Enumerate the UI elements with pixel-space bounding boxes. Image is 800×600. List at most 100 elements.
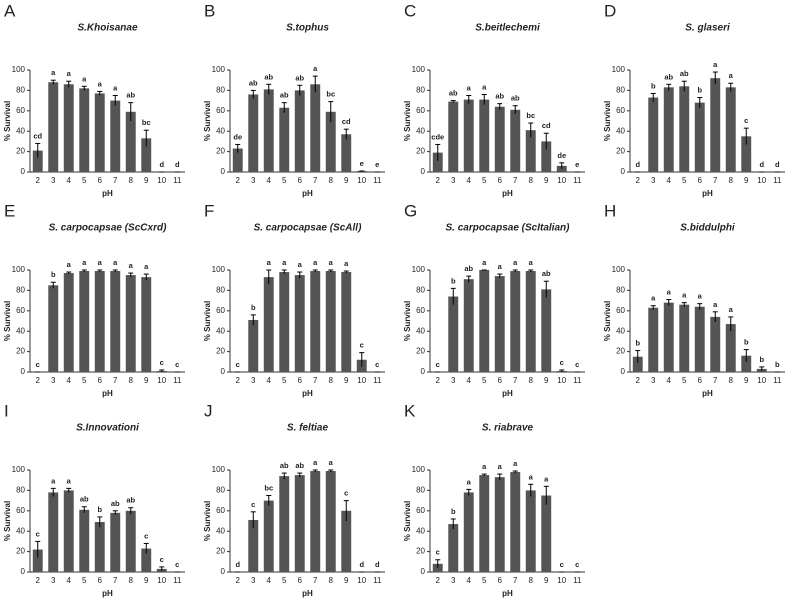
bar xyxy=(679,86,690,172)
y-tick-label: 60 xyxy=(416,506,425,515)
x-tick-label: 5 xyxy=(482,376,487,385)
x-tick-label: 10 xyxy=(357,176,366,185)
y-tick-label: 40 xyxy=(216,326,225,335)
x-tick-label: 7 xyxy=(113,176,118,185)
bar xyxy=(248,519,259,572)
bar xyxy=(725,87,736,172)
x-tick-label: 10 xyxy=(757,176,766,185)
bar xyxy=(110,100,121,172)
significance-letter: c xyxy=(36,529,40,538)
x-tick-label: 2 xyxy=(636,176,641,185)
y-tick-label: 0 xyxy=(421,167,426,176)
bar xyxy=(725,324,736,372)
significance-letter: ab xyxy=(249,78,258,87)
bar xyxy=(663,302,674,372)
x-tick-label: 4 xyxy=(467,376,472,385)
y-axis-label: % Survival xyxy=(403,301,412,341)
significance-letter: a xyxy=(144,262,149,271)
y-tick-label: 80 xyxy=(616,286,625,295)
significance-letter: a xyxy=(67,69,72,78)
y-tick-label: 0 xyxy=(621,167,626,176)
panel-title: S.beitlechemi xyxy=(475,23,540,34)
y-tick-label: 20 xyxy=(416,147,425,156)
x-tick-label: 11 xyxy=(173,376,182,385)
significance-letter: b xyxy=(759,355,764,364)
y-axis-label: % Survival xyxy=(203,501,212,541)
bar xyxy=(356,170,367,172)
x-tick-label: 9 xyxy=(744,376,749,385)
significance-letter: a xyxy=(313,258,318,267)
bar xyxy=(32,150,43,172)
significance-letter: b xyxy=(451,276,456,285)
bar xyxy=(48,82,59,172)
panel-title: S. glaseri xyxy=(685,23,730,34)
x-tick-label: 4 xyxy=(267,576,272,585)
x-tick-label: 5 xyxy=(482,176,487,185)
significance-letter: cd xyxy=(542,121,551,130)
significance-letter: ab xyxy=(111,499,120,508)
significance-letter: ab xyxy=(126,91,135,100)
x-tick-label: 3 xyxy=(451,576,456,585)
x-tick-label: 8 xyxy=(529,176,534,185)
significance-letter: c xyxy=(251,500,255,509)
x-tick-label: 9 xyxy=(144,176,149,185)
bar xyxy=(494,106,505,172)
x-tick-label: 10 xyxy=(357,576,366,585)
bar xyxy=(494,276,505,372)
y-tick-label: 20 xyxy=(616,147,625,156)
x-tick-label: 3 xyxy=(251,176,256,185)
significance-letter: c xyxy=(560,560,564,569)
bar xyxy=(525,271,536,372)
x-tick-label: 3 xyxy=(651,176,656,185)
y-tick-label: 0 xyxy=(221,167,226,176)
y-tick-label: 40 xyxy=(416,126,425,135)
y-tick-label: 100 xyxy=(12,465,26,474)
significance-letter: d xyxy=(359,560,364,569)
panel-title: S.tophus xyxy=(286,23,329,34)
y-tick-label: 80 xyxy=(416,286,425,295)
bar xyxy=(432,152,443,172)
x-tick-label: 2 xyxy=(436,176,441,185)
bar xyxy=(479,270,490,372)
y-axis-label: % Survival xyxy=(203,301,212,341)
x-tick-label: 7 xyxy=(713,176,718,185)
y-axis-label: % Survival xyxy=(3,501,12,541)
x-tick-label: 4 xyxy=(67,576,72,585)
significance-letter: a xyxy=(329,258,334,267)
panel-label: K xyxy=(404,401,416,420)
y-axis-label: % Survival xyxy=(403,101,412,141)
bar xyxy=(94,522,105,572)
x-tick-label: 11 xyxy=(573,176,582,185)
y-axis-label: % Survival xyxy=(203,101,212,141)
x-tick-label: 11 xyxy=(773,176,782,185)
panel-title: S. carpocapsae (ScCxrd) xyxy=(49,223,167,234)
significance-letter: de xyxy=(233,132,242,141)
bar xyxy=(463,99,474,172)
bar xyxy=(110,512,121,572)
x-tick-label: 4 xyxy=(267,176,272,185)
significance-letter: ab xyxy=(295,73,304,82)
x-tick-label: 3 xyxy=(51,576,56,585)
significance-letter: bc xyxy=(264,483,273,492)
significance-letter: c xyxy=(560,358,564,367)
significance-letter: a xyxy=(51,476,56,485)
significance-letter: cde xyxy=(431,132,444,141)
y-tick-label: 20 xyxy=(216,147,225,156)
panel-label: E xyxy=(4,201,15,220)
bar xyxy=(125,510,136,572)
y-tick-label: 60 xyxy=(16,106,25,115)
panel-title: S. carpocapsae (ScAll) xyxy=(254,223,362,234)
bar xyxy=(79,509,90,572)
significance-letter: ab xyxy=(280,461,289,470)
significance-letter: a xyxy=(267,258,272,267)
x-tick-label: 8 xyxy=(529,376,534,385)
x-tick-label: 9 xyxy=(344,376,349,385)
x-tick-label: 9 xyxy=(744,176,749,185)
x-axis-label: pH xyxy=(702,389,713,398)
panel-label: F xyxy=(204,201,214,220)
x-axis-label: pH xyxy=(502,589,513,598)
x-tick-label: 8 xyxy=(129,376,134,385)
x-tick-label: 4 xyxy=(467,176,472,185)
significance-letter: a xyxy=(298,260,303,269)
